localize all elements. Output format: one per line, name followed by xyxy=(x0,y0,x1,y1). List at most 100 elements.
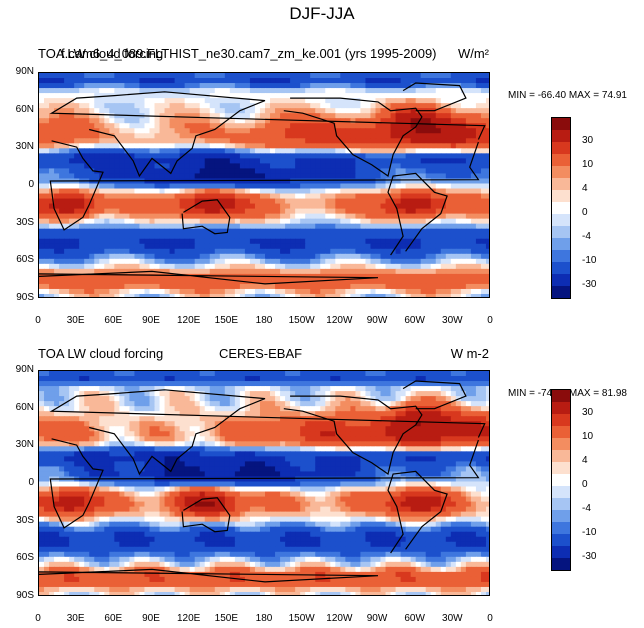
heatmap-cell xyxy=(139,228,146,235)
heatmap-cell xyxy=(44,138,50,144)
heatmap-cell xyxy=(410,391,417,397)
heatmap-cell xyxy=(189,396,196,402)
heatmap-cell xyxy=(129,83,136,89)
heatmap-cell xyxy=(335,258,341,265)
heatmap-cell xyxy=(184,168,191,175)
heatmap-cell xyxy=(270,203,276,210)
heatmap-cell xyxy=(114,78,120,84)
heatmap-cell xyxy=(455,168,462,175)
heatmap-cell xyxy=(254,401,261,407)
heatmap-cell xyxy=(380,83,387,89)
heatmap-cell xyxy=(129,381,136,387)
heatmap-cell xyxy=(154,371,161,377)
heatmap-cell xyxy=(94,98,100,104)
heatmap-cell xyxy=(164,108,171,114)
heatmap-cell xyxy=(99,268,105,275)
heatmap-cell xyxy=(219,293,226,297)
heatmap-cell xyxy=(415,263,422,270)
heatmap-cell xyxy=(405,188,412,195)
heatmap-cell xyxy=(39,108,45,114)
heatmap-cell xyxy=(79,218,85,225)
heatmap-cell xyxy=(79,113,85,119)
heatmap-cell xyxy=(184,258,191,265)
heatmap-cell xyxy=(229,386,236,392)
heatmap-cell xyxy=(280,128,286,134)
heatmap-cell xyxy=(290,178,296,185)
heatmap-cell xyxy=(330,83,336,89)
heatmap-cell xyxy=(204,258,211,265)
heatmap-cell xyxy=(249,238,256,245)
heatmap-cell xyxy=(475,78,482,84)
heatmap-cell xyxy=(390,83,397,89)
heatmap-cell xyxy=(244,248,251,255)
heatmap-cell xyxy=(290,223,296,230)
heatmap-cell xyxy=(164,118,171,124)
heatmap-cell xyxy=(405,118,412,124)
heatmap-cell xyxy=(89,183,95,190)
heatmap-cell xyxy=(134,253,141,260)
heatmap-cell xyxy=(64,406,70,412)
heatmap-cell xyxy=(305,188,311,195)
heatmap-cell xyxy=(290,233,296,240)
heatmap-cell xyxy=(285,283,291,290)
heatmap-cell xyxy=(485,223,489,230)
heatmap-cell xyxy=(320,396,326,402)
heatmap-cell xyxy=(134,173,141,180)
heatmap-cell xyxy=(355,133,362,139)
heatmap-cell xyxy=(375,83,382,89)
heatmap-cell xyxy=(315,103,321,109)
heatmap-cell xyxy=(425,168,432,175)
heatmap-cell xyxy=(154,133,161,139)
heatmap-cell xyxy=(385,193,392,200)
heatmap-cell xyxy=(79,238,85,245)
heatmap-cell xyxy=(485,263,489,270)
heatmap-cell xyxy=(460,158,467,164)
heatmap-cell xyxy=(199,138,206,144)
x-tick-label: 0 xyxy=(35,315,41,326)
heatmap-cell xyxy=(310,376,316,382)
heatmap-cell xyxy=(360,198,367,205)
heatmap-cell xyxy=(365,168,372,175)
heatmap-cell xyxy=(39,98,45,104)
heatmap-cell xyxy=(275,223,281,230)
heatmap-cell xyxy=(74,238,80,245)
heatmap-cell xyxy=(119,163,125,170)
heatmap-cell xyxy=(280,283,286,290)
heatmap-cell xyxy=(154,138,161,144)
heatmap-cell xyxy=(94,386,100,392)
heatmap-cell xyxy=(234,386,241,392)
heatmap-cell xyxy=(89,293,95,297)
heatmap-cell xyxy=(345,133,351,139)
heatmap-cell xyxy=(410,143,417,149)
heatmap-cell xyxy=(280,238,286,245)
y-tick-label: 90S xyxy=(16,292,34,303)
heatmap-cell xyxy=(470,128,477,134)
heatmap-cell xyxy=(169,208,176,215)
heatmap-cell xyxy=(470,108,477,114)
heatmap-cell xyxy=(39,243,45,250)
heatmap-cell xyxy=(270,258,276,265)
heatmap-cell xyxy=(370,203,377,210)
heatmap-cell xyxy=(370,118,377,124)
heatmap-cell xyxy=(365,108,372,114)
heatmap-cell xyxy=(159,118,166,124)
heatmap-cell xyxy=(450,411,457,417)
heatmap-cell xyxy=(124,188,130,195)
heatmap-cell xyxy=(219,188,226,195)
heatmap-cell xyxy=(420,113,427,119)
heatmap-cell xyxy=(159,98,166,104)
heatmap-cell xyxy=(234,406,241,412)
heatmap-cell xyxy=(420,88,427,94)
heatmap-cell xyxy=(455,173,462,180)
heatmap-cell xyxy=(139,188,146,195)
heatmap-cell xyxy=(44,238,50,245)
heatmap-cell xyxy=(149,118,156,124)
heatmap-cell xyxy=(385,128,392,134)
heatmap-cell xyxy=(44,258,50,265)
heatmap-cell xyxy=(390,98,397,104)
heatmap-cell xyxy=(310,233,316,240)
heatmap-cell xyxy=(400,243,407,250)
heatmap-cell xyxy=(405,203,412,210)
heatmap-cell xyxy=(290,133,296,139)
heatmap-cell xyxy=(119,228,125,235)
